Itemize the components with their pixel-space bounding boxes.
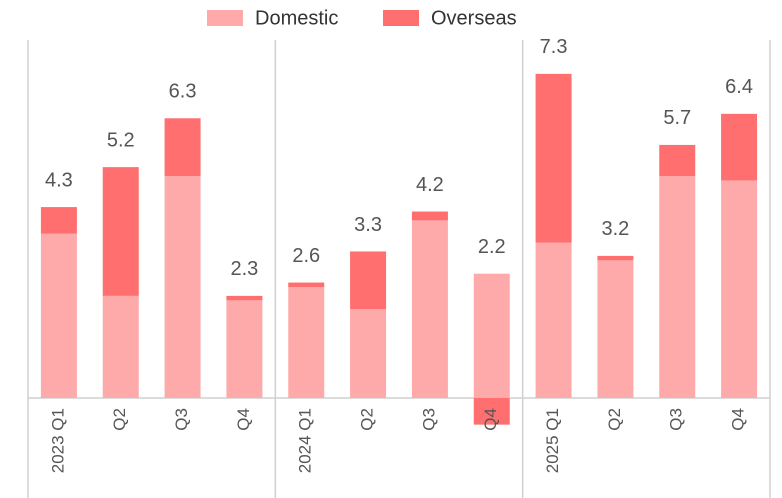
total-label: 2.2 xyxy=(478,236,506,258)
bar-segment xyxy=(288,282,325,287)
bar-segment xyxy=(226,295,263,301)
bar-segment xyxy=(473,398,510,425)
x-tick-label: Q2 xyxy=(110,408,129,431)
x-tick-label: 2025 Q1 xyxy=(543,408,562,473)
x-tick-label: 2024 Q1 xyxy=(296,408,315,473)
total-label: 7.3 xyxy=(540,36,568,58)
bar-segment xyxy=(597,255,634,261)
total-label: 6.3 xyxy=(169,81,197,103)
bar-segment xyxy=(473,273,510,398)
x-tick-label: Q2 xyxy=(605,408,624,431)
x-tick-label: Q3 xyxy=(419,408,438,431)
total-label: 5.2 xyxy=(107,129,135,151)
bar-segment xyxy=(350,251,387,310)
legend-swatch xyxy=(383,10,419,26)
legend-label: Overseas xyxy=(431,7,517,29)
bar-segment xyxy=(721,113,758,181)
total-label: 2.6 xyxy=(292,245,320,267)
total-label: 4.3 xyxy=(45,169,73,191)
bar-segment xyxy=(164,176,201,398)
total-label: 2.3 xyxy=(231,258,259,280)
bar-segment xyxy=(411,220,448,398)
bar-segment xyxy=(721,180,758,398)
x-tick-label: 2023 Q1 xyxy=(48,408,67,473)
bar-segment xyxy=(102,167,139,296)
total-label: 4.2 xyxy=(416,174,444,196)
bar-segment xyxy=(102,295,139,398)
legend-label: Domestic xyxy=(255,7,338,29)
total-label: 6.4 xyxy=(725,76,753,98)
bar-segment xyxy=(597,260,634,398)
bar-segment xyxy=(40,207,77,234)
bar-segment xyxy=(659,144,696,176)
x-tick-label: Q4 xyxy=(234,408,253,431)
bar-segment xyxy=(288,287,325,398)
bar-segment xyxy=(411,211,448,221)
bar-segment xyxy=(659,176,696,398)
bar-segment xyxy=(350,309,387,398)
total-label: 3.2 xyxy=(602,218,630,240)
x-tick-label: Q4 xyxy=(481,408,500,431)
bar-segment xyxy=(226,300,263,398)
x-tick-label: Q3 xyxy=(667,408,686,431)
bar-segment xyxy=(164,118,201,176)
bar-segment xyxy=(535,242,572,398)
legend-swatch xyxy=(207,10,243,26)
x-tick-label: Q2 xyxy=(358,408,377,431)
x-tick-label: Q4 xyxy=(729,408,748,431)
bar-segment xyxy=(40,233,77,398)
x-tick-label: Q3 xyxy=(172,408,191,431)
total-label: 5.7 xyxy=(663,107,691,129)
total-label: 3.3 xyxy=(354,214,382,236)
bar-segment xyxy=(535,73,572,243)
